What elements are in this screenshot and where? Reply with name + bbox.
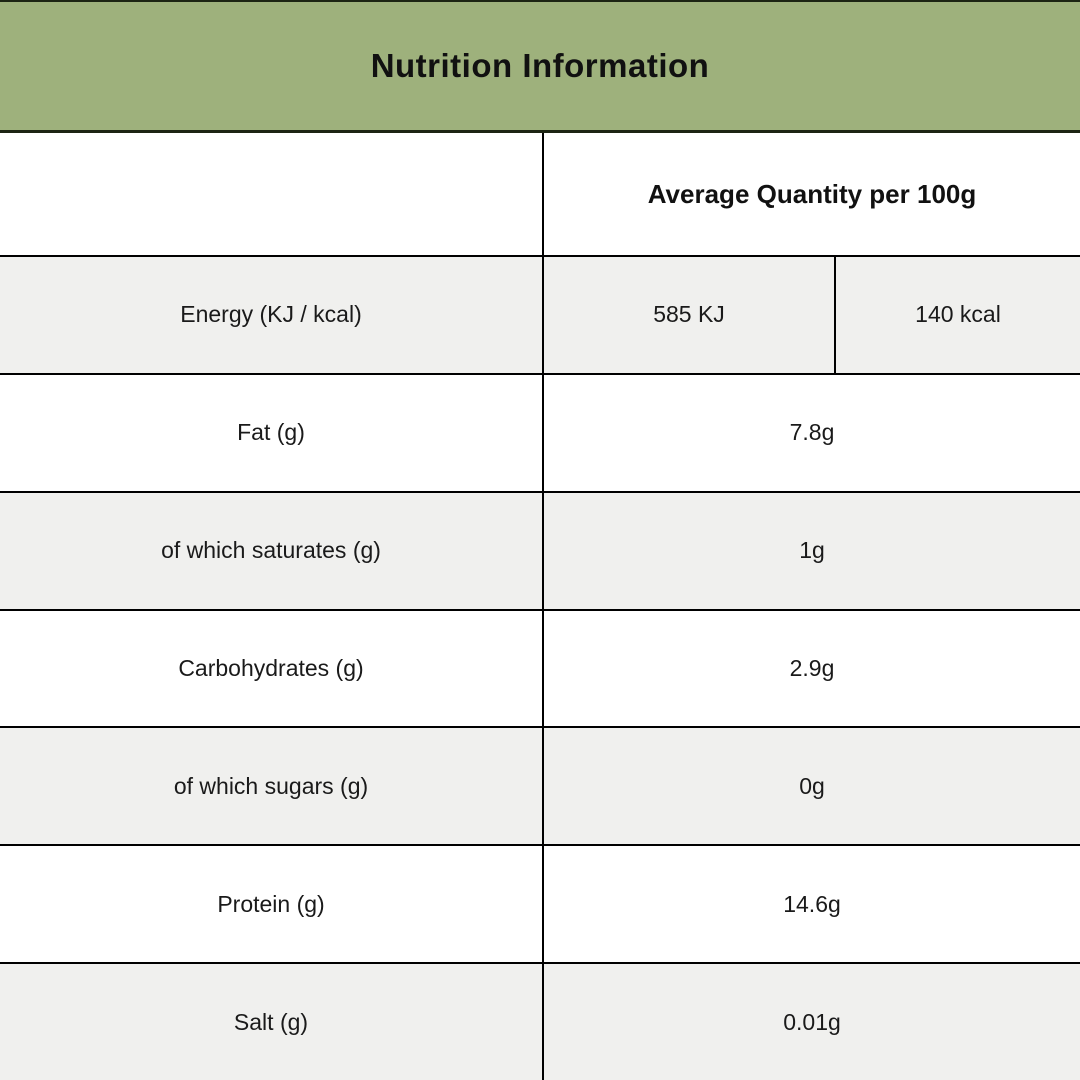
row-label-energy: Energy (KJ / kcal) [0, 257, 544, 373]
row-label-protein: Protein (g) [0, 846, 544, 963]
table-header-row: Average Quantity per 100g [0, 133, 1080, 255]
row-value-fat: 7.8g [789, 419, 835, 446]
row-label-sugars: of which sugars (g) [0, 728, 544, 845]
row-value-energy-kcal: 140 kcal [915, 301, 1001, 328]
table-row-sugars: of which sugars (g) 0g [0, 726, 1080, 845]
row-value-salt: 0.01g [783, 1008, 841, 1035]
row-label-fat: Fat (g) [0, 374, 544, 491]
table-row-salt: Salt (g) 0.01g [0, 962, 1080, 1080]
nutrition-table: Average Quantity per 100g Energy (KJ / k… [0, 133, 1080, 1080]
page-title: Nutrition Information [370, 47, 710, 84]
table-row-fat: Fat (g) 7.8g [0, 372, 1080, 491]
row-label-carbohydrates: Carbohydrates (g) [0, 610, 544, 727]
row-value-protein: 14.6g [783, 890, 841, 917]
row-value-energy-kj: 585 KJ [544, 257, 836, 373]
title-bar: Nutrition Information [0, 0, 1080, 133]
table-row-saturates: of which saturates (g) 1g [0, 490, 1080, 609]
row-label-saturates: of which saturates (g) [0, 492, 544, 609]
header-empty-cell [0, 133, 544, 255]
row-label-salt: Salt (g) [0, 964, 544, 1080]
table-row-energy: Energy (KJ / kcal) 585 KJ 140 kcal [0, 255, 1080, 373]
row-value-sugars: 0g [799, 772, 825, 799]
table-row-carbohydrates: Carbohydrates (g) 2.9g [0, 608, 1080, 727]
row-value-carbohydrates: 2.9g [789, 655, 835, 681]
table-row-protein: Protein (g) 14.6g [0, 844, 1080, 963]
row-value-saturates: 1g [799, 537, 825, 564]
column-header-average-quantity: Average Quantity per 100g [647, 178, 977, 209]
